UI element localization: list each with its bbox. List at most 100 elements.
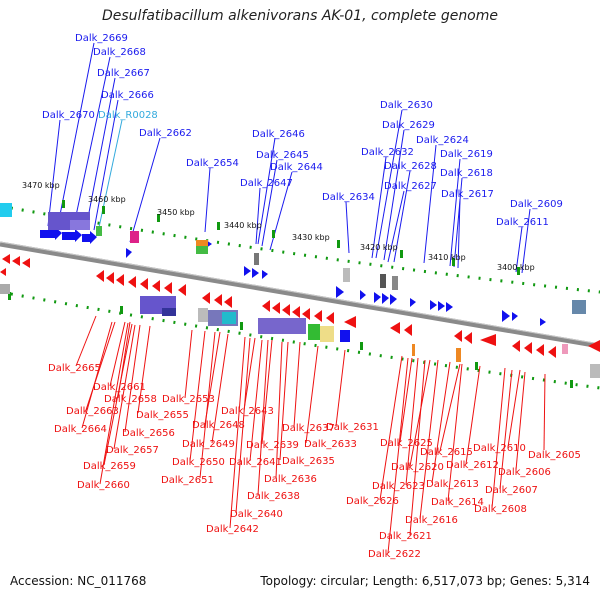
reverse-gene <box>116 274 124 286</box>
reverse-gene <box>272 302 280 314</box>
gene-label: Dalk_2667 <box>97 68 150 79</box>
reverse-gene <box>454 330 462 342</box>
reverse-gene <box>480 334 496 346</box>
forward-gene <box>382 293 389 304</box>
reverse-gene <box>548 346 556 358</box>
scale-ticks <box>8 200 573 388</box>
reverse-gene <box>464 332 472 344</box>
gene-label: Dalk_2631 <box>326 422 379 433</box>
forward-gene <box>262 270 268 279</box>
scale-label: 3440 kbp <box>224 221 262 230</box>
page-title: Desulfatibacillum alkenivorans AK-01, co… <box>101 8 499 24</box>
gene-label: Dalk_2669 <box>75 33 128 44</box>
bottom-gene-labels: Dalk_2665 Dalk_2661 Dalk_2658 Dalk_2663 … <box>48 363 581 560</box>
gene-label: Dalk_2627 <box>384 181 437 192</box>
reverse-gene <box>536 344 544 356</box>
forward-gene <box>438 301 445 311</box>
forward-gene <box>82 231 97 244</box>
reverse-gene <box>524 342 532 354</box>
bottom-leader-lines <box>75 315 546 554</box>
gene-label: Dalk_2646 <box>252 129 305 140</box>
gene-label: Dalk_2612 <box>446 460 499 471</box>
reverse-gene <box>202 292 210 304</box>
gene-label: Dalk_2608 <box>474 504 527 515</box>
gene-label: Dalk_2610 <box>473 443 526 454</box>
reverse-gene <box>22 258 30 268</box>
forward-gene <box>252 268 259 278</box>
reverse-gene <box>326 312 334 324</box>
forward-gene <box>360 290 366 300</box>
reverse-gene <box>178 284 186 296</box>
scale-label: 3430 kbp <box>292 233 330 242</box>
gene-label: Dalk_2664 <box>54 424 107 435</box>
gene-label: Dalk_2665 <box>48 363 101 374</box>
reverse-gene <box>404 324 412 336</box>
gene-label: Dalk_2649 <box>182 439 235 450</box>
reverse-gene <box>224 296 232 308</box>
reverse-gene <box>302 308 310 320</box>
reverse-gene <box>128 276 136 288</box>
gene-label: Dalk_2644 <box>270 162 323 173</box>
gene-label: Dalk_2619 <box>440 149 493 160</box>
genome-backbone <box>0 241 600 349</box>
gene-label: Dalk_2640 <box>230 509 283 520</box>
gene-label: Dalk_2629 <box>382 120 435 131</box>
gene-label: Dalk_2628 <box>384 161 437 172</box>
gene-label: Dalk_2624 <box>416 135 469 146</box>
forward-gene <box>126 248 132 258</box>
reverse-gene <box>292 306 300 318</box>
gene-label: Dalk_2666 <box>101 90 154 101</box>
gene-label: Dalk_2655 <box>136 410 189 421</box>
gene-label: Dalk_2653 <box>162 394 215 405</box>
reverse-gene <box>214 294 222 306</box>
reverse-gene <box>152 280 160 292</box>
gene-label: Dalk_2609 <box>510 199 563 210</box>
gene-label: Dalk_2615 <box>420 447 473 458</box>
gene-label: Dalk_2662 <box>139 128 192 139</box>
gene-label: Dalk_2654 <box>186 158 239 169</box>
scale-label: 3450 kbp <box>157 208 195 217</box>
gene-label: Dalk_2638 <box>247 491 300 502</box>
gene-label: Dalk_2642 <box>206 524 259 535</box>
gene-label: Dalk_2607 <box>485 485 538 496</box>
reverse-gene <box>314 310 322 322</box>
forward-gene <box>40 227 62 240</box>
reverse-genes <box>0 254 600 358</box>
reverse-gene <box>588 340 600 352</box>
forward-gene <box>410 298 416 307</box>
genome-summary: Topology: circular; Length: 6,517,073 bp… <box>260 574 590 588</box>
forward-gene <box>62 229 82 242</box>
gene-label: Dalk_2661 <box>93 382 146 393</box>
scale-label: 3420 kbp <box>360 243 398 252</box>
gene-label: Dalk_2623 <box>372 481 425 492</box>
gene-label: Dalk_2632 <box>361 147 414 158</box>
gene-label: Dalk_2639 <box>246 440 299 451</box>
reverse-gene <box>140 278 148 290</box>
gene-label: Dalk_2633 <box>304 439 357 450</box>
forward-gene <box>244 266 251 276</box>
forward-gene <box>540 318 546 326</box>
top-gene-labels: Dalk_2669 Dalk_2668 Dalk_2667 Dalk_2666 … <box>42 33 563 228</box>
forward-genes <box>40 227 546 342</box>
forward-gene <box>512 312 518 321</box>
gene-label: Dalk_2605 <box>528 450 581 461</box>
forward-gene <box>446 302 453 312</box>
gene-label: Dalk_2645 <box>256 150 309 161</box>
gene-label: Dalk_2648 <box>192 420 245 431</box>
scale-label: 3460 kbp <box>88 195 126 204</box>
rna-label: Dalk_R0028 <box>98 110 158 121</box>
scale-label: 3470 kbp <box>22 181 60 190</box>
gene-label: Dalk_2635 <box>282 456 335 467</box>
gene-label: Dalk_2660 <box>77 480 130 491</box>
gene-label: Dalk_2620 <box>391 462 444 473</box>
gene-label: Dalk_2637 <box>282 423 335 434</box>
gene-label: Dalk_2650 <box>172 457 225 468</box>
forward-gene <box>430 300 437 310</box>
gene-label: Dalk_2658 <box>104 394 157 405</box>
gene-label: Dalk_2643 <box>221 406 274 417</box>
gene-label: Dalk_2668 <box>93 47 146 58</box>
gene-label: Dalk_2626 <box>346 496 399 507</box>
gene-label: Dalk_2614 <box>431 497 484 508</box>
